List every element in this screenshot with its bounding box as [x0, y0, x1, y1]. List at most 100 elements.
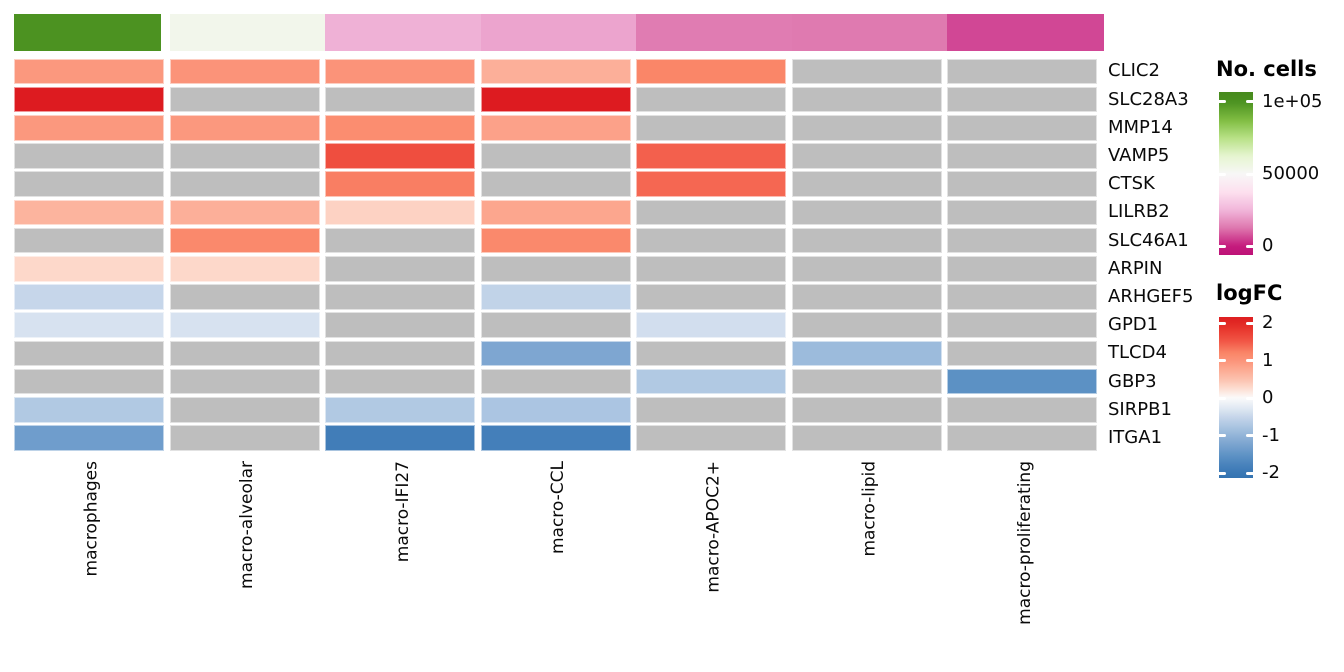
heatmap-cell	[14, 284, 164, 310]
legend-tick-label: 2	[1262, 312, 1274, 333]
heatmap-cell	[947, 368, 1098, 395]
heatmap-cell	[480, 255, 631, 282]
heatmap-cell	[169, 312, 320, 338]
heatmap-cell	[791, 312, 942, 338]
legend-tick-label: 0	[1262, 235, 1274, 257]
heatmap-cell	[325, 86, 476, 113]
heatmap-cell	[791, 396, 942, 423]
legend-tick-label: -2	[1262, 462, 1280, 484]
legend-tick-label: 0	[1262, 387, 1274, 409]
heatmap-cell	[636, 227, 787, 254]
column-label: macro-APOC2+	[704, 461, 725, 593]
heatmap-cell	[169, 58, 320, 85]
heatmap-cell	[636, 143, 787, 169]
heatmap-cell	[791, 143, 942, 169]
gene-label: VAMP5	[1108, 144, 1170, 166]
gene-label: MMP14	[1108, 116, 1173, 138]
heatmap-cell	[169, 86, 320, 113]
heatmap-cell	[325, 396, 476, 423]
gene-label: GBP3	[1108, 370, 1157, 392]
heatmap-cell	[480, 86, 631, 113]
heatmap-cell	[325, 227, 476, 254]
heatmap-cell	[14, 171, 164, 197]
heatmap-cell	[636, 425, 787, 451]
heatmap-cell	[947, 171, 1098, 197]
heatmap-cell	[947, 114, 1098, 141]
heatmap-cell	[636, 284, 787, 310]
gene-label: ARHGEF5	[1108, 285, 1194, 307]
heatmap-cell	[169, 425, 320, 451]
heatmap-cell	[325, 255, 476, 282]
legend-tick-label: 50000	[1262, 163, 1320, 184]
heatmap-cell	[325, 58, 476, 85]
column-label: macrophages	[81, 461, 102, 577]
legend-tick-mark	[1246, 100, 1255, 104]
legend-tick-mark	[1246, 359, 1255, 363]
legend-tick-mark	[1217, 434, 1226, 438]
heatmap-cell	[947, 86, 1098, 113]
legend-tick-label: -1	[1262, 424, 1280, 446]
heatmap-cell	[169, 143, 320, 169]
heatmap-cell	[169, 368, 320, 395]
heatmap-cell	[791, 284, 942, 310]
heatmap-cell	[14, 227, 164, 254]
heatmap-cell	[169, 340, 320, 367]
heatmap-cell	[791, 340, 942, 367]
legend-logfc-title: logFC	[1216, 281, 1283, 305]
heatmap-cell	[480, 396, 631, 423]
annotation-block-macro-CCL	[480, 14, 637, 51]
heatmap-cell	[14, 143, 164, 169]
heatmap-cell	[791, 58, 942, 85]
heatmap-cell	[325, 114, 476, 141]
legend-tick-mark	[1246, 396, 1255, 400]
annotation-block-macro-IFI27	[325, 14, 482, 51]
annotation-block-macro-proliferating	[947, 14, 1104, 51]
heatmap-cell	[636, 86, 787, 113]
annotation-block-macro-APOC2+	[636, 14, 793, 51]
heatmap-cell	[480, 284, 631, 310]
heatmap-cell	[636, 199, 787, 226]
heatmap-cell	[169, 171, 320, 197]
column-label: macro-alveolar	[237, 461, 258, 589]
heatmap-cell	[636, 368, 787, 395]
heatmap-cell	[480, 171, 631, 197]
heatmap-cell	[480, 368, 631, 395]
legend-tick-mark	[1217, 100, 1226, 104]
heatmap-cell	[947, 312, 1098, 338]
legend-tick-mark	[1217, 172, 1226, 176]
legend-tick-mark	[1246, 471, 1255, 475]
heatmap-cell	[325, 368, 476, 395]
heatmap-cell	[169, 255, 320, 282]
column-label: macro-CCL	[548, 461, 569, 555]
heatmap-cell	[169, 114, 320, 141]
annotation-block-macro-lipid	[791, 14, 948, 51]
gene-label: ITGA1	[1108, 426, 1163, 448]
heatmap-cell	[791, 368, 942, 395]
heatmap-cell	[325, 425, 476, 451]
column-label: macro-proliferating	[1015, 461, 1036, 625]
legend-tick-mark	[1217, 244, 1226, 248]
legend-tick-mark	[1246, 172, 1255, 176]
legend-tick-mark	[1217, 396, 1226, 400]
heatmap-cell	[480, 312, 631, 338]
heatmap-cell	[480, 143, 631, 169]
heatmap-cell	[791, 425, 942, 451]
heatmap-cell	[791, 199, 942, 226]
heatmap-cell	[14, 425, 164, 451]
gene-label: SLC28A3	[1108, 88, 1189, 110]
heatmap-cell	[636, 171, 787, 197]
heatmap-cell	[169, 396, 320, 423]
heatmap-cell	[480, 340, 631, 367]
gene-label: CLIC2	[1108, 60, 1160, 82]
heatmap-cell	[169, 284, 320, 310]
heatmap-cell	[480, 199, 631, 226]
heatmap-cell	[636, 255, 787, 282]
heatmap-cell	[14, 396, 164, 423]
heatmap-cell	[791, 255, 942, 282]
heatmap-cell	[14, 368, 164, 395]
legend-tick-mark	[1217, 321, 1226, 325]
column-label: macro-lipid	[859, 461, 880, 557]
heatmap-cell	[325, 284, 476, 310]
heatmap-cell	[169, 199, 320, 226]
